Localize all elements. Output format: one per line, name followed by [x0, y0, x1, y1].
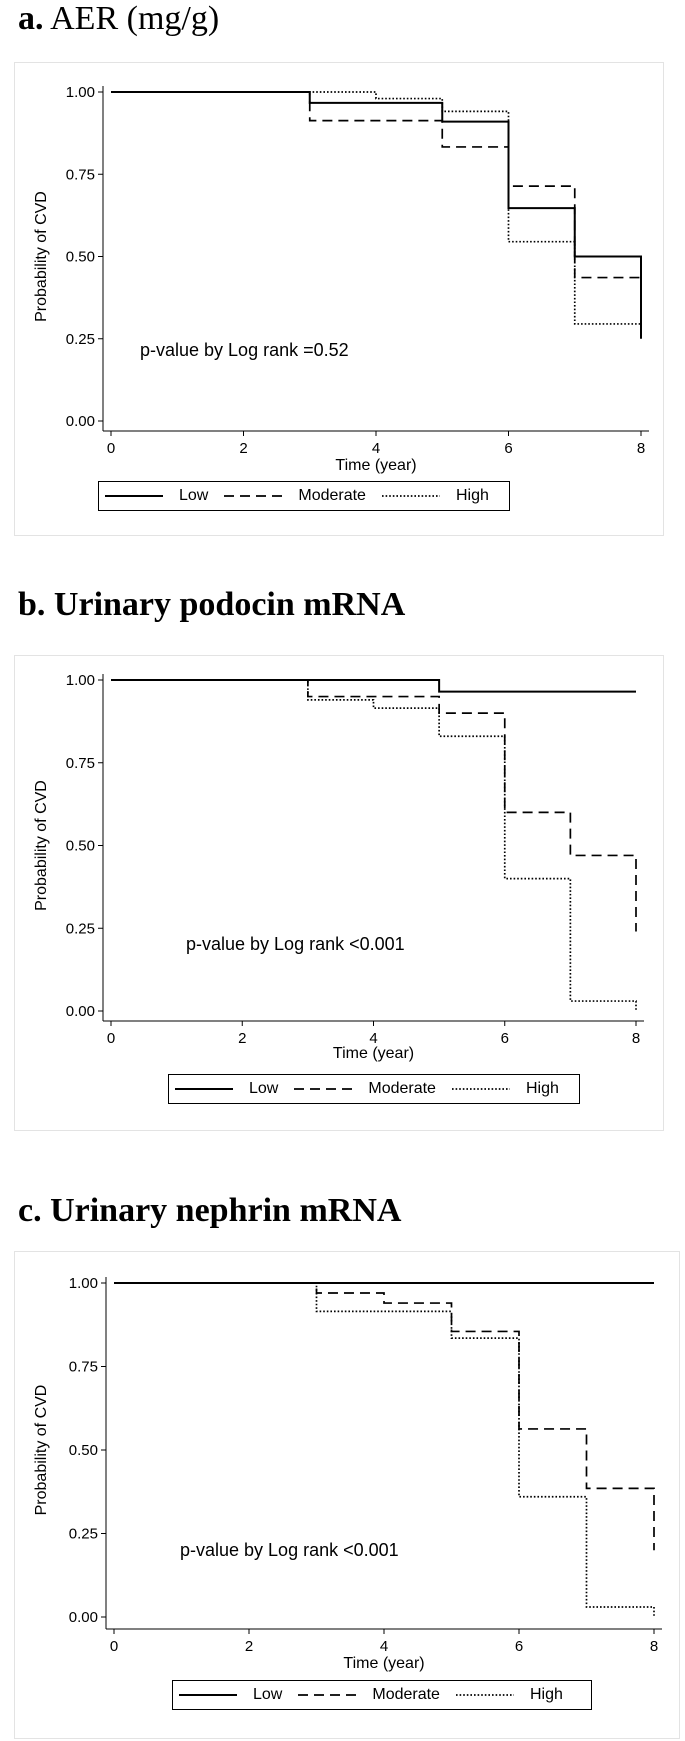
y-tick-label: 0.00	[66, 413, 95, 430]
panel-b-letter: b.	[18, 586, 46, 623]
series-line-moderate	[111, 679, 637, 932]
y-tick-label: 0.25	[66, 331, 95, 348]
x-tick-label: 2	[238, 1030, 246, 1047]
legend-label: Low	[249, 1080, 279, 1097]
y-axis-label: Probability of CVD	[33, 1385, 50, 1516]
x-tick-label: 0	[107, 1030, 115, 1047]
log-rank-annotation: p-value by Log rank <0.001	[180, 1540, 399, 1560]
series-line-moderate	[114, 1282, 655, 1551]
x-tick-label: 4	[372, 440, 380, 457]
panel-a-plot: 0.00 0.25 0.50 0.75 1.00 0 2 4 6 8 Time (year) Prob…	[33, 84, 649, 474]
y-tick-label: 1.00	[66, 84, 95, 101]
legend-swatch	[298, 1694, 357, 1696]
panel-c-letter: c.	[18, 1192, 42, 1229]
x-tick-label: 2	[239, 440, 247, 457]
y-tick-label: 0.50	[66, 838, 95, 855]
legend-label: Low	[253, 1686, 283, 1703]
panel-c-frame	[14, 1251, 680, 1739]
legend-swatch	[105, 495, 163, 497]
y-tick-label: 0.25	[69, 1526, 98, 1543]
legend-item-low: Low	[179, 1686, 282, 1704]
x-tick-label: 6	[504, 440, 512, 457]
x-axis-label: Time (year)	[333, 1045, 414, 1062]
x-tick-label: 6	[501, 1030, 509, 1047]
legend-label: Low	[179, 487, 209, 504]
series-line-high	[111, 679, 637, 1011]
panel-a-letter: a.	[18, 0, 44, 37]
legend-label: Moderate	[298, 487, 366, 504]
y-tick-label: 0.00	[66, 1003, 95, 1020]
log-rank-annotation: p-value by Log rank =0.52	[140, 340, 349, 360]
y-axis-label: Probability of CVD	[33, 780, 50, 911]
legend-swatch	[455, 1694, 514, 1696]
x-tick-label: 8	[650, 1638, 658, 1655]
panel-a-title-text: AER (mg/g)	[50, 0, 220, 37]
legend-item-high: High	[381, 487, 489, 505]
legend-label: Moderate	[368, 1080, 436, 1097]
y-tick-label: 1.00	[66, 672, 95, 689]
panel-c-legend: Low Moderate High	[172, 1680, 592, 1710]
x-tick-label: 2	[245, 1638, 253, 1655]
y-tick-label: 0.25	[66, 920, 95, 937]
x-tick-label: 8	[637, 440, 645, 457]
legend-label: High	[455, 487, 489, 504]
x-tick-label: 8	[632, 1030, 640, 1047]
panel-c-plot: 0.00 0.25 0.50 0.75 1.00 0 2 4 6 8 Time (year) Prob…	[33, 1275, 662, 1672]
legend-swatch	[175, 1088, 233, 1090]
panel-b-frame	[14, 655, 664, 1131]
legend-label: High	[529, 1686, 563, 1703]
x-axis-label: Time (year)	[343, 1655, 424, 1672]
legend-item-moderate: Moderate	[224, 487, 366, 505]
y-tick-label: 0.75	[66, 166, 95, 183]
legend-label: Moderate	[372, 1686, 440, 1703]
legend-swatch	[224, 495, 283, 497]
x-tick-label: 4	[380, 1638, 388, 1655]
panel-b-title: b. Urinary podocin mRNA	[18, 586, 405, 624]
series-line-low	[111, 679, 636, 693]
legend-swatch	[381, 495, 440, 497]
legend-item-moderate: Moderate	[298, 1686, 440, 1704]
legend-swatch	[294, 1088, 353, 1090]
panel-b-plot: 0.00 0.25 0.50 0.75 1.00 0 2 4 6 8 Time (year) Prob…	[33, 672, 644, 1062]
y-tick-label: 0.00	[69, 1609, 98, 1626]
series-line-moderate	[111, 91, 641, 279]
x-tick-label: 0	[107, 440, 115, 457]
legend-item-high: High	[451, 1080, 559, 1098]
series-line-low	[111, 91, 642, 339]
y-tick-label: 0.50	[66, 249, 95, 266]
panel-a-frame	[14, 62, 664, 536]
y-tick-label: 0.50	[69, 1442, 98, 1459]
legend-swatch	[451, 1088, 510, 1090]
panel-c-title: c. Urinary nephrin mRNA	[18, 1192, 401, 1230]
panel-a-title: a. AER (mg/g)	[18, 0, 219, 38]
panel-a-legend: Low Moderate High	[98, 481, 510, 511]
legend-label: High	[525, 1080, 559, 1097]
y-tick-label: 0.75	[69, 1359, 98, 1376]
series-line-high	[114, 1282, 655, 1617]
y-tick-label: 0.75	[66, 755, 95, 772]
legend-item-low: Low	[105, 487, 208, 505]
x-tick-label: 0	[110, 1638, 118, 1655]
panel-b-title-text: Urinary podocin mRNA	[53, 586, 406, 623]
legend-item-moderate: Moderate	[294, 1080, 436, 1098]
legend-item-low: Low	[175, 1080, 278, 1098]
y-axis-label: Probability of CVD	[33, 191, 50, 322]
legend-swatch	[179, 1694, 237, 1696]
legend-item-high: High	[455, 1686, 563, 1704]
x-axis-label: Time (year)	[335, 457, 416, 474]
panel-b-legend: Low Moderate High	[168, 1074, 580, 1104]
panel-c-title-text: Urinary nephrin mRNA	[50, 1192, 402, 1229]
x-tick-label: 4	[369, 1030, 377, 1047]
x-tick-label: 6	[515, 1638, 523, 1655]
log-rank-annotation: p-value by Log rank <0.001	[186, 934, 405, 954]
y-tick-label: 1.00	[69, 1275, 98, 1292]
